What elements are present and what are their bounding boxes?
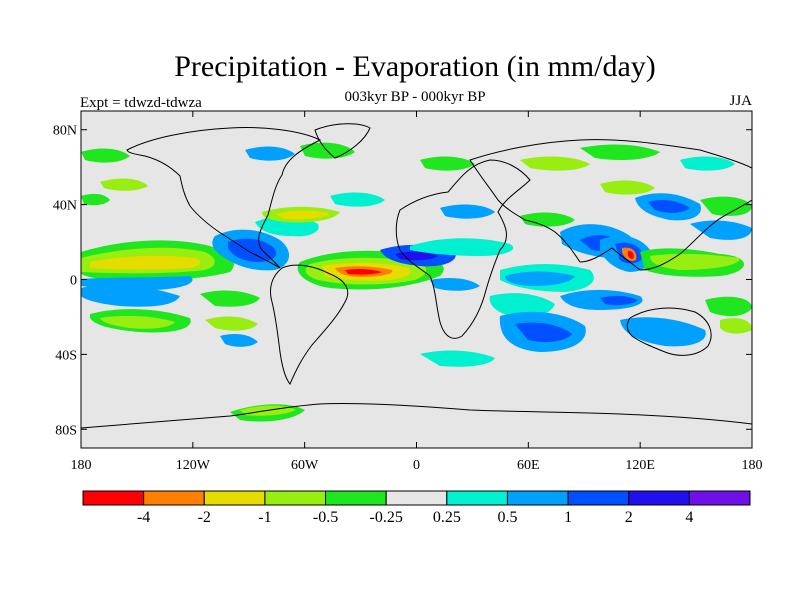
lon-label: 0: [413, 458, 420, 473]
colorbar-swatch: [203, 490, 266, 506]
lon-label: 60E: [517, 458, 540, 473]
colorbar-swatch: [143, 490, 205, 506]
colorbar-swatch: [446, 490, 508, 506]
pacific-itcz: [81, 240, 234, 290]
lat-label: 80S: [55, 423, 77, 438]
colorbar-swatch: [567, 490, 630, 506]
colorbar-swatch: [325, 490, 387, 506]
colorbar-label: 1: [564, 509, 572, 526]
colorbar-label: 2: [625, 509, 633, 526]
figure-subtitle: 003kyr BP - 000kyr BP: [344, 89, 486, 105]
colorbar-label: -4: [137, 509, 150, 526]
lat-label: 40N: [53, 199, 77, 214]
atlantic-itcz: [297, 244, 456, 290]
coast-south-america: [269, 264, 349, 385]
lon-label: 120E: [625, 458, 655, 473]
sahel-band: [410, 238, 514, 291]
season-label: JJA: [729, 93, 752, 109]
experiment-label: Expt = tdwzd-tdwza: [80, 95, 202, 111]
lon-label: 180: [742, 458, 763, 473]
colorbar-label: -0.25: [370, 509, 403, 526]
colorbar-swatch: [688, 490, 751, 506]
colorbar-label: 4: [685, 509, 693, 526]
lon-label: 180: [71, 458, 92, 473]
colorbar-swatch: [506, 490, 569, 506]
colorbar-label: 0.25: [433, 509, 461, 526]
colorbar-swatch: [82, 490, 145, 506]
lon-label: 120W: [176, 458, 211, 473]
northern-patches: [81, 142, 735, 227]
latitude-axis: 80N 40N 0 40S 80S: [53, 124, 752, 438]
precip-field: [81, 123, 752, 429]
longitude-axis: 180 120W 60W 0 60E 120E 180: [71, 111, 763, 473]
lat-label: 80N: [53, 124, 77, 139]
coastlines: [81, 123, 752, 429]
southern-patches: [81, 285, 752, 422]
colorbar-label: -0.5: [313, 509, 338, 526]
asia-monsoon: [500, 193, 752, 310]
colorbar-label: -2: [198, 509, 211, 526]
colorbar-swatch: [264, 490, 327, 506]
figure-title: Precipitation - Evaporation (in mm/day): [174, 50, 656, 83]
colorbar: -4 -2 -1 -0.5 -0.25 0.25 0.5 1 2 4: [82, 490, 751, 526]
colorbar-label: -1: [258, 509, 271, 526]
lat-label: 0: [70, 274, 77, 289]
colorbar-swatch: [628, 490, 690, 506]
coast-australia: [626, 307, 712, 356]
coast-north-america: [126, 127, 322, 269]
coast-eurasia: [469, 139, 752, 271]
lon-label: 60W: [291, 458, 319, 473]
lat-label: 40S: [55, 348, 77, 363]
colorbar-swatch: [385, 490, 448, 506]
coast-africa-europe: [395, 159, 531, 339]
colorbar-label: 0.5: [497, 509, 517, 526]
coast-antarctica: [81, 402, 752, 429]
coast-greenland: [314, 123, 371, 159]
